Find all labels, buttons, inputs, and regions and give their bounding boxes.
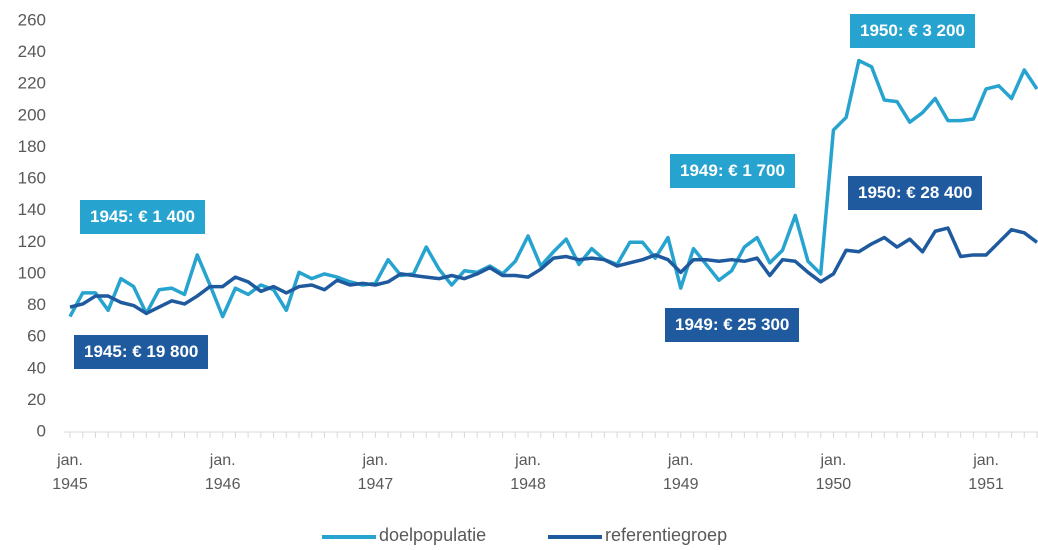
x-tick-label: jan. 1950 bbox=[815, 452, 852, 493]
y-tick-label: 40 bbox=[27, 358, 46, 377]
y-tick-label: 160 bbox=[18, 169, 46, 188]
x-tick-label: jan. 1947 bbox=[357, 452, 394, 493]
y-tick-label: 120 bbox=[18, 232, 46, 251]
y-tick-label: 240 bbox=[18, 42, 46, 61]
annotation: 1945: € 19 800 bbox=[74, 335, 209, 369]
legend-label: referentiegroep bbox=[605, 525, 728, 545]
annotation: 1950: € 28 400 bbox=[848, 176, 983, 210]
y-tick-label: 200 bbox=[18, 105, 46, 124]
y-tick-label: 80 bbox=[27, 295, 46, 314]
x-tick-label: jan. 1949 bbox=[662, 452, 699, 493]
legend-label: doelpopulatie bbox=[379, 525, 487, 545]
y-tick-label: 0 bbox=[37, 421, 46, 440]
x-tick-label: jan. 1945 bbox=[52, 452, 88, 493]
series-line bbox=[69, 226, 1038, 316]
y-tick-label: 100 bbox=[18, 263, 46, 282]
y-tick-label: 140 bbox=[18, 200, 46, 219]
x-tick-label: jan. 1946 bbox=[204, 452, 241, 493]
annotation: 1949: € 25 300 bbox=[665, 308, 800, 342]
y-tick-label: 260 bbox=[18, 10, 46, 29]
y-tick-label: 220 bbox=[18, 74, 46, 93]
series-line bbox=[68, 58, 1038, 319]
y-tick-label: 20 bbox=[27, 390, 46, 409]
annotation: 1945: € 1 400 bbox=[80, 200, 205, 234]
annotation: 1950: € 3 200 bbox=[850, 14, 975, 48]
x-tick-label: jan. 1948 bbox=[510, 452, 546, 493]
y-tick-label: 180 bbox=[18, 137, 46, 156]
annotation: 1949: € 1 700 bbox=[670, 154, 795, 188]
y-tick-label: 60 bbox=[27, 327, 46, 346]
x-tick-label: jan. 1951 bbox=[968, 452, 1004, 493]
